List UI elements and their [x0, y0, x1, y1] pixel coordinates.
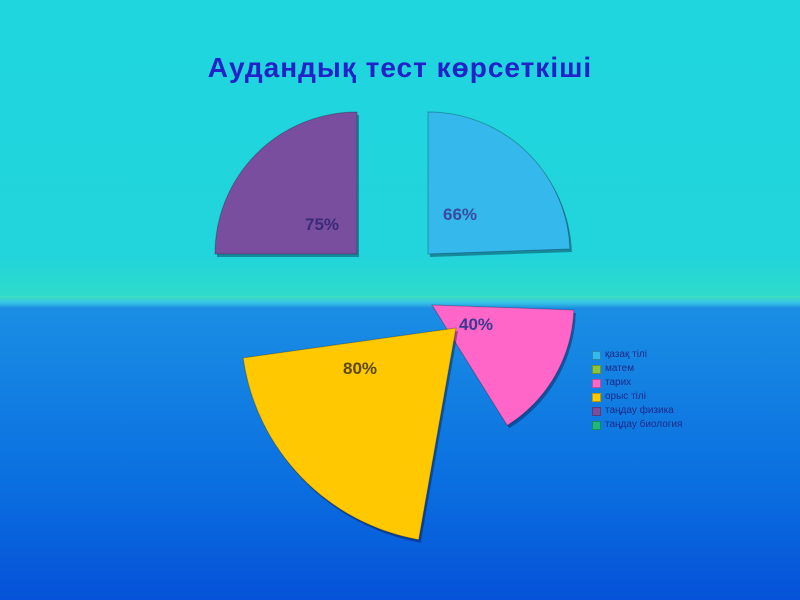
legend-item: орыс тілі	[592, 390, 682, 404]
legend-label: тарих	[605, 377, 632, 388]
legend-swatch	[592, 406, 601, 416]
background-top	[0, 0, 800, 300]
legend-item: таңдау биология	[592, 418, 682, 432]
legend-swatch	[592, 420, 601, 430]
pie-slice-3	[431, 304, 575, 427]
chart-title: Аудандық тест көрсеткіші	[207, 52, 593, 83]
data-label-5: 75%	[305, 215, 339, 234]
legend-swatch	[592, 392, 601, 402]
background-divider	[0, 296, 800, 308]
legend-label: матем	[605, 363, 635, 374]
data-label-3: 40%	[459, 315, 493, 334]
legend-item: матем	[592, 362, 682, 376]
data-label-4: 80%	[343, 359, 377, 378]
legend-label: таңдау физика	[605, 405, 674, 416]
legend-item: таңдау физика	[592, 404, 682, 418]
data-label-1: 66%	[443, 205, 477, 224]
legend-label: орыс тілі	[605, 391, 646, 402]
pie-slice-5	[214, 111, 358, 255]
pie-slice-1	[427, 111, 571, 255]
legend-item: тарих	[592, 376, 682, 390]
pie-slice-4	[242, 327, 457, 541]
legend-item: қазақ тілі	[592, 348, 682, 362]
legend-swatch	[592, 350, 601, 360]
legend-swatch	[592, 378, 601, 388]
legend-label: таңдау биология	[605, 419, 683, 430]
chart-legend: қазақ тілі матем тарих орыс тілі таңдау физи…	[592, 348, 682, 432]
legend-label: қазақ тілі	[605, 349, 647, 360]
legend-swatch	[592, 364, 601, 374]
